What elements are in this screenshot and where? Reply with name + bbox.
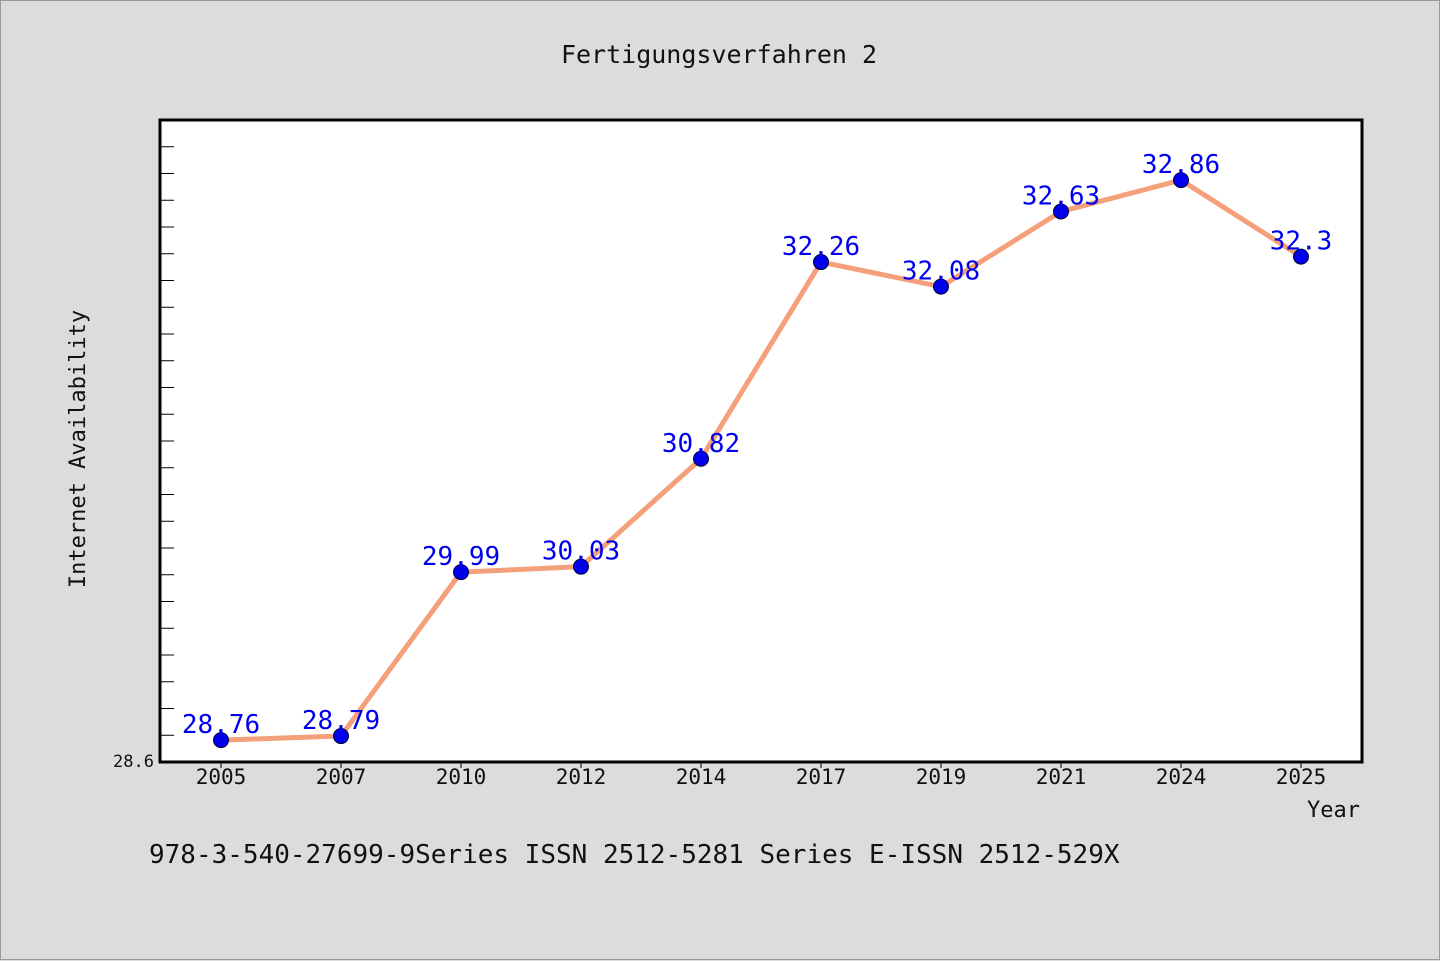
data-point bbox=[573, 558, 589, 575]
series-markers bbox=[213, 172, 1309, 749]
data-point bbox=[933, 278, 949, 295]
y-axis-label: Internet Availability bbox=[66, 310, 91, 588]
x-axis-tick-label: 2007 bbox=[316, 765, 367, 789]
data-point bbox=[213, 732, 229, 749]
x-axis-tick-label: 2005 bbox=[196, 765, 247, 789]
data-point bbox=[333, 728, 349, 745]
data-point bbox=[1053, 203, 1069, 220]
series-line bbox=[218, 177, 1304, 743]
data-point bbox=[693, 450, 709, 467]
data-label: 32.08 bbox=[902, 257, 980, 287]
x-axis-ticks bbox=[220, 762, 1302, 768]
chart-title: Fertigungsverfahren 2 bbox=[561, 40, 877, 69]
data-label: 28.76 bbox=[182, 710, 260, 740]
x-axis-tick-label: 2014 bbox=[676, 765, 727, 789]
data-label: 32.3 bbox=[1270, 227, 1333, 257]
data-point bbox=[813, 254, 829, 271]
data-label: 28.79 bbox=[302, 706, 380, 736]
x-axis-tick-label: 2017 bbox=[796, 765, 847, 789]
x-axis-tick-label: 2025 bbox=[1276, 765, 1327, 789]
data-label: 32.26 bbox=[782, 232, 860, 262]
y-axis-tick-label: 28.6 bbox=[113, 752, 154, 772]
data-point bbox=[1173, 172, 1189, 189]
x-axis-tick-label: 2019 bbox=[916, 765, 967, 789]
x-axis-label: Year bbox=[1307, 798, 1360, 823]
x-axis-tick-label: 2024 bbox=[1156, 765, 1207, 789]
footer-note: 978-3-540-27699-9Series ISSN 2512-5281 S… bbox=[149, 840, 1120, 870]
x-axis-tick-labels: 2005 2007 2010 2012 2014 2017 2019 2021 2024 2025 bbox=[196, 765, 1327, 789]
data-point bbox=[1293, 248, 1309, 265]
plot-area bbox=[158, 118, 1364, 764]
y-axis-ticks bbox=[160, 119, 174, 763]
x-axis-tick-label: 2021 bbox=[1036, 765, 1087, 789]
data-label: 29.99 bbox=[422, 542, 500, 572]
data-label: 32.63 bbox=[1022, 182, 1100, 212]
data-labels: 28.76 28.79 29.99 30.03 30.82 32.26 32.08 32.63… bbox=[182, 150, 1332, 740]
data-point bbox=[453, 564, 469, 581]
series-line-path bbox=[218, 177, 1304, 743]
x-axis-tick-label: 2010 bbox=[436, 765, 487, 789]
data-label: 30.82 bbox=[662, 429, 740, 459]
data-label: 32.86 bbox=[1142, 150, 1220, 180]
data-label: 30.03 bbox=[542, 537, 620, 567]
x-axis-tick-label: 2012 bbox=[556, 765, 607, 789]
